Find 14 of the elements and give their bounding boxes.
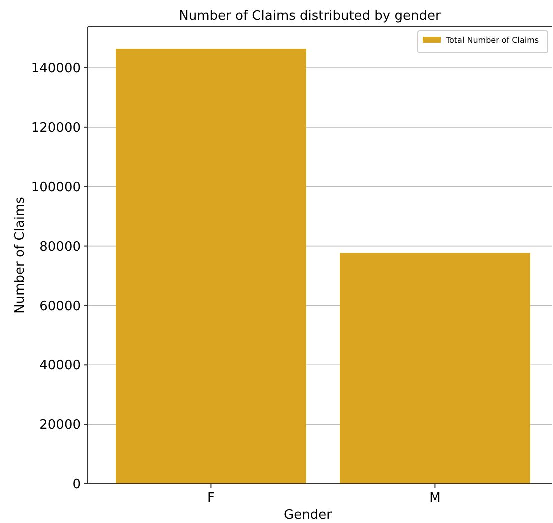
legend-label: Total Number of Claims bbox=[445, 36, 540, 45]
y-tick-label: 0 bbox=[72, 478, 81, 493]
y-tick-label: 20000 bbox=[40, 418, 81, 434]
y-tick-label: 120000 bbox=[31, 120, 81, 136]
y-tick-label: 40000 bbox=[40, 358, 81, 374]
y-tick-label: 60000 bbox=[40, 299, 81, 314]
y-axis-title: Number of Claims bbox=[13, 196, 28, 314]
y-tick-label: 140000 bbox=[31, 62, 81, 77]
x-tick-label: M bbox=[430, 491, 441, 506]
x-axis-title: Gender bbox=[284, 508, 333, 523]
y-tick-label: 80000 bbox=[40, 240, 81, 255]
chart-title: Number of Claims distributed by gender bbox=[179, 9, 442, 24]
y-tick-label: 100000 bbox=[31, 180, 81, 196]
x-tick-label: F bbox=[207, 491, 215, 506]
